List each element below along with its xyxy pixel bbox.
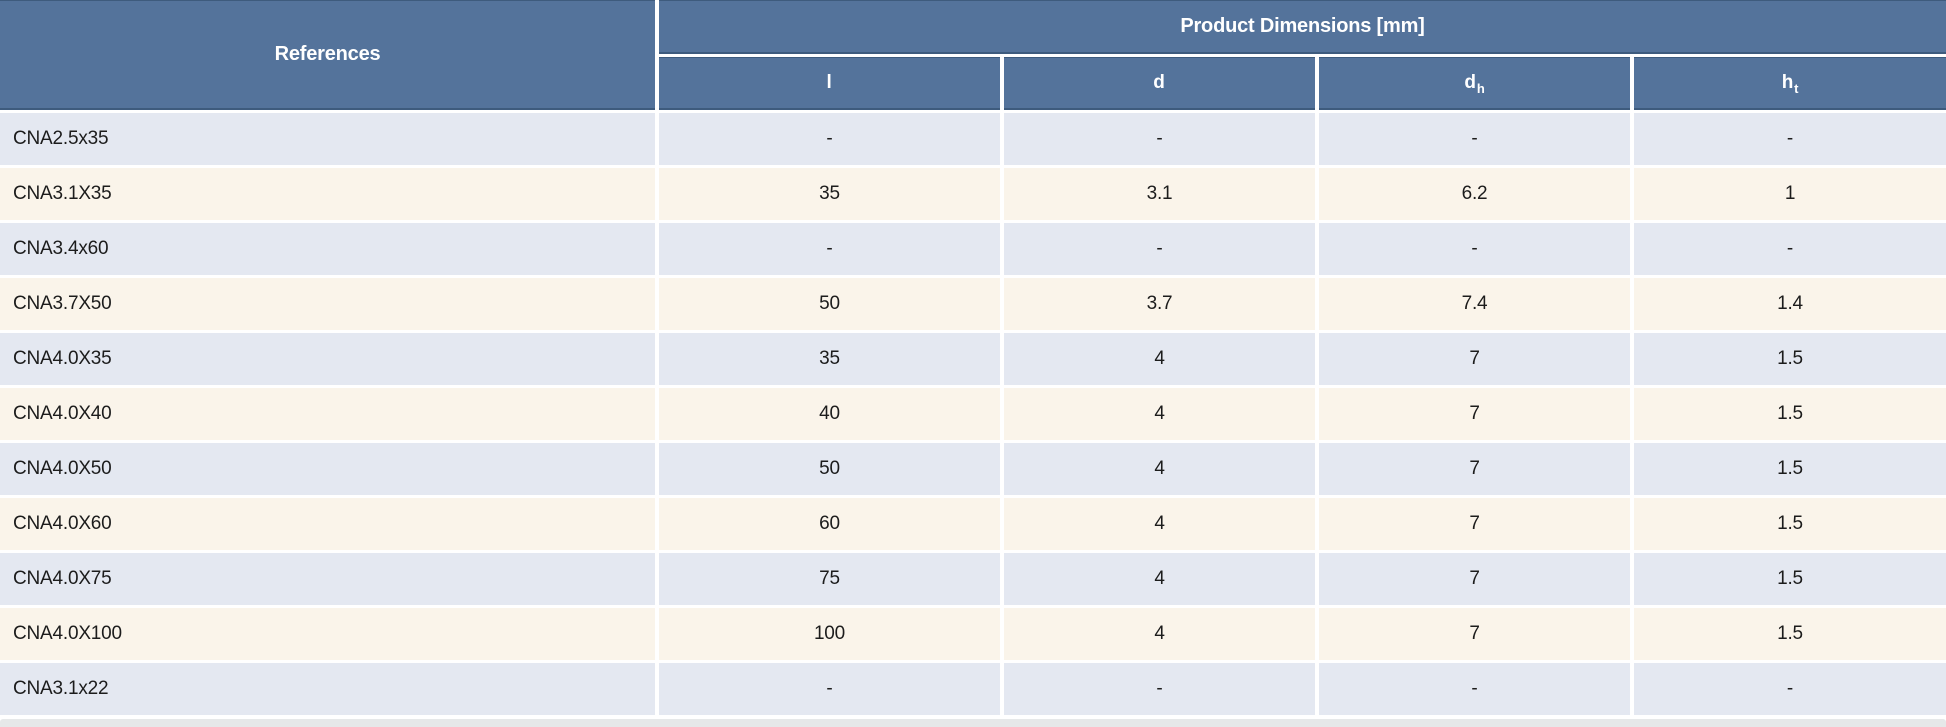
column-header-l: l [659, 57, 1000, 110]
cell-d: 4 [1004, 498, 1315, 550]
cell-d: - [1004, 223, 1315, 275]
cell-l: 35 [659, 333, 1000, 385]
cell-d: 4 [1004, 333, 1315, 385]
cell-ht: - [1634, 223, 1946, 275]
cell-dh: 7 [1319, 553, 1630, 605]
cell-dh: - [1319, 223, 1630, 275]
cell-dh: 6.2 [1319, 168, 1630, 220]
column-header-ht-subscript: t [1794, 80, 1799, 96]
row-reference: CNA2.5x35 [0, 113, 655, 165]
cell-ht: 1.5 [1634, 553, 1946, 605]
row-reference: CNA4.0X40 [0, 388, 655, 440]
row-reference: CNA4.0X100 [0, 608, 655, 660]
cell-d: - [1004, 663, 1315, 715]
column-header-dh-subscript: h [1476, 80, 1485, 96]
column-header-ht-label: h [1781, 72, 1794, 93]
cell-ht: 1.4 [1634, 278, 1946, 330]
cell-ht: 1 [1634, 168, 1946, 220]
cell-d: 4 [1004, 608, 1315, 660]
row-reference: CNA3.1X35 [0, 168, 655, 220]
row-reference: CNA4.0X35 [0, 333, 655, 385]
references-column-header: References [0, 0, 655, 110]
column-header-d-label: d [1153, 72, 1165, 93]
product-dimensions-group-header: Product Dimensions [mm] [659, 0, 1946, 54]
cell-ht: 1.5 [1634, 443, 1946, 495]
cell-l: 100 [659, 608, 1000, 660]
row-reference: CNA4.0X75 [0, 553, 655, 605]
cell-l: 50 [659, 278, 1000, 330]
cell-d: 3.1 [1004, 168, 1315, 220]
cell-ht: 1.5 [1634, 388, 1946, 440]
column-header-dh-label: d [1464, 72, 1476, 93]
cell-ht: 1.5 [1634, 333, 1946, 385]
column-header-d: d [1004, 57, 1315, 110]
next-row-partial-band [0, 719, 1946, 727]
cell-ht: - [1634, 663, 1946, 715]
cell-l: 50 [659, 443, 1000, 495]
row-reference: CNA4.0X50 [0, 443, 655, 495]
row-reference: CNA3.7X50 [0, 278, 655, 330]
cell-d: 3.7 [1004, 278, 1315, 330]
cell-d: 4 [1004, 388, 1315, 440]
row-reference: CNA4.0X60 [0, 498, 655, 550]
cell-dh: 7 [1319, 443, 1630, 495]
row-reference: CNA3.4x60 [0, 223, 655, 275]
cell-d: 4 [1004, 553, 1315, 605]
cell-l: 35 [659, 168, 1000, 220]
cell-l: 40 [659, 388, 1000, 440]
cell-dh: 7 [1319, 333, 1630, 385]
cell-l: - [659, 113, 1000, 165]
cell-l: - [659, 223, 1000, 275]
cell-dh: 7 [1319, 388, 1630, 440]
cell-dh: 7 [1319, 608, 1630, 660]
cell-ht: - [1634, 113, 1946, 165]
column-header-l-label: l [826, 72, 832, 93]
cell-dh: 7 [1319, 498, 1630, 550]
cell-d: - [1004, 113, 1315, 165]
cell-ht: 1.5 [1634, 498, 1946, 550]
row-reference: CNA3.1x22 [0, 663, 655, 715]
cell-ht: 1.5 [1634, 608, 1946, 660]
cell-l: - [659, 663, 1000, 715]
cell-dh: - [1319, 663, 1630, 715]
cell-dh: - [1319, 113, 1630, 165]
cell-dh: 7.4 [1319, 278, 1630, 330]
cell-l: 60 [659, 498, 1000, 550]
cell-l: 75 [659, 553, 1000, 605]
cell-d: 4 [1004, 443, 1315, 495]
